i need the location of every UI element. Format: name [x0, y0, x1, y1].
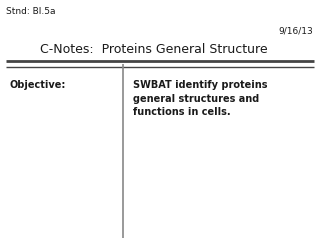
Text: C-Notes:  Proteins General Structure: C-Notes: Proteins General Structure — [40, 43, 268, 56]
Text: 9/16/13: 9/16/13 — [279, 26, 314, 36]
Text: Objective:: Objective: — [10, 80, 66, 90]
Text: SWBAT identify proteins
general structures and
functions in cells.: SWBAT identify proteins general structur… — [133, 80, 267, 117]
Text: Stnd: BI.5a: Stnd: BI.5a — [6, 7, 56, 16]
